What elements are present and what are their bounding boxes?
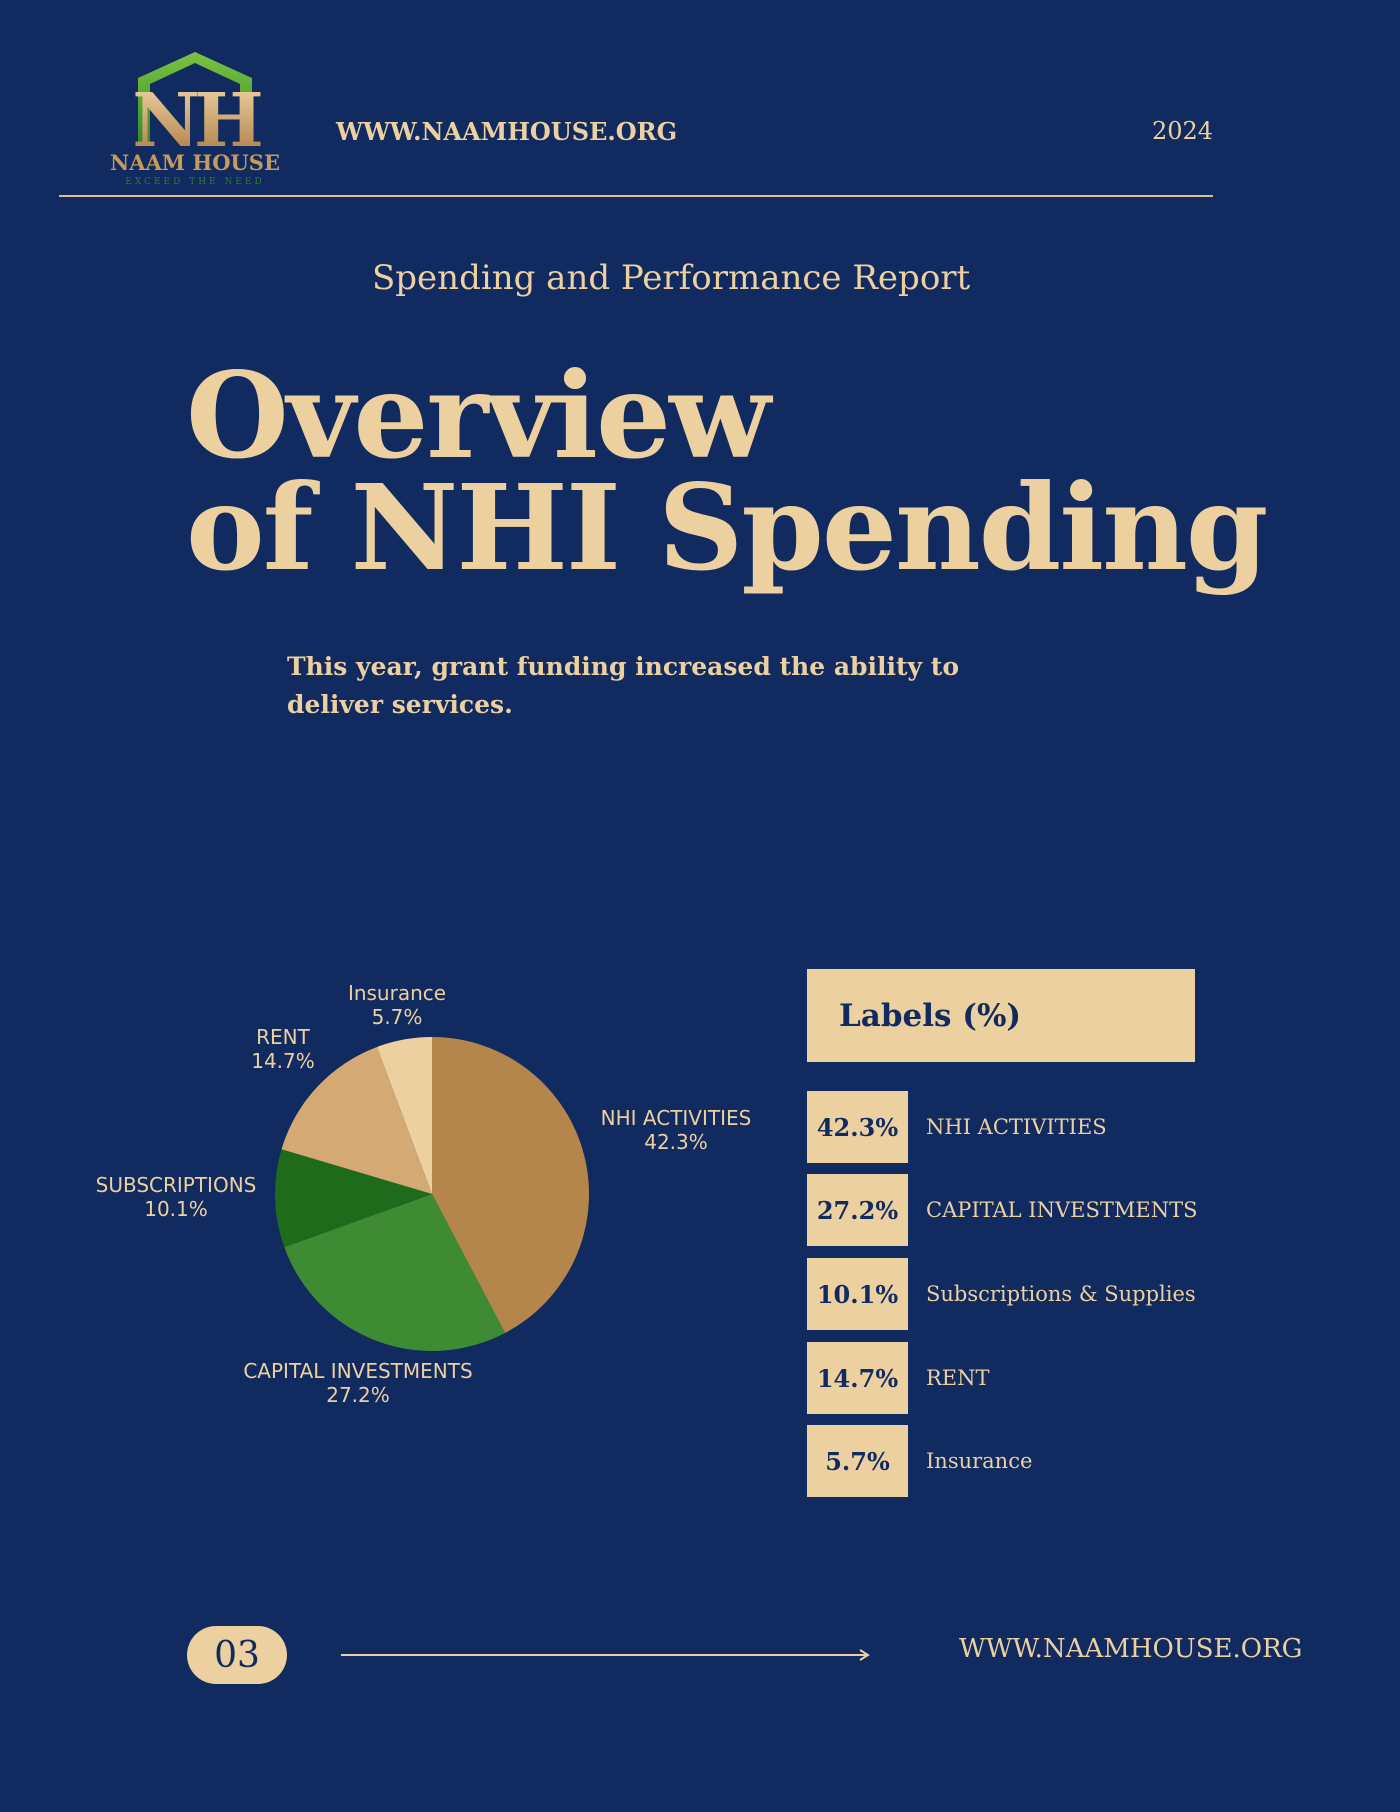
arrow-right-icon (341, 1649, 870, 1661)
pie-slice-subscriptions (275, 1149, 432, 1248)
header-divider (59, 195, 1213, 197)
pie-label: RENT (256, 1025, 310, 1049)
logo: NH NAAM HOUSE EXCEED THE NEED (100, 48, 290, 188)
legend-row: 10.1% Subscriptions & Supplies (807, 1258, 1196, 1330)
legend-value: 27.2% (807, 1174, 908, 1246)
pie-slice-insurance (376, 1037, 432, 1194)
naam-house-logo: NH NAAM HOUSE EXCEED THE NEED (110, 52, 280, 187)
pie-label: Insurance (348, 981, 446, 1005)
report-subtitle: Spending and Performance Report (372, 258, 971, 298)
legend-row: 27.2% CAPITAL INVESTMENTS (807, 1174, 1197, 1246)
pie-value-label: 42.3% (644, 1130, 708, 1154)
legend-label: Insurance (926, 1449, 1033, 1473)
legend-value: 10.1% (807, 1258, 908, 1330)
page-title-line-2: of NHI Spending (186, 458, 1268, 597)
legend-label: Subscriptions & Supplies (926, 1282, 1196, 1306)
legend-row: 42.3% NHI ACTIVITIES (807, 1091, 1107, 1163)
pie-label: CAPITAL INVESTMENTS (243, 1359, 472, 1383)
page-title-line-1: Overview (186, 346, 771, 485)
legend-label: CAPITAL INVESTMENTS (926, 1198, 1198, 1222)
legend-title: Labels (%) (839, 997, 1022, 1034)
legend-value: 14.7% (807, 1342, 908, 1414)
pie-value-label: 27.2% (326, 1383, 390, 1407)
legend-value: 5.7% (807, 1425, 908, 1497)
footer-website-link[interactable]: WWW.NAAMHOUSE.ORG (959, 1634, 1303, 1664)
header-year: 2024 (1152, 117, 1214, 145)
legend-row: 5.7% Insurance (807, 1425, 1032, 1497)
page-number: 03 (187, 1626, 287, 1684)
legend-value: 42.3% (807, 1091, 908, 1163)
pie-value-label: 10.1% (144, 1197, 208, 1221)
legend-label: NHI ACTIVITIES (926, 1115, 1107, 1139)
logo-name: NAAM HOUSE (110, 150, 280, 175)
logo-tagline: EXCEED THE NEED (125, 177, 264, 187)
page-title: Overview of NHI Spending (186, 346, 1268, 597)
pie-slice-nhi-activities (432, 1037, 589, 1333)
legend-header: Labels (%) (807, 969, 1195, 1062)
header-website-link[interactable]: WWW.NAAMHOUSE.ORG (336, 117, 678, 146)
intro-text: This year, grant funding increased the a… (287, 652, 960, 719)
pie-label: NHI ACTIVITIES (601, 1106, 752, 1130)
pie-value-label: 14.7% (251, 1049, 315, 1073)
pie-value-label: 5.7% (372, 1005, 423, 1029)
pie-label: SUBSCRIPTIONS (96, 1173, 257, 1197)
pie-slice-capital-investments (284, 1194, 506, 1351)
house-roof-icon (138, 52, 252, 146)
legend-row: 14.7% RENT (807, 1342, 990, 1414)
pie-slice-rent (281, 1046, 432, 1194)
nh-monogram: NH (132, 78, 261, 164)
legend-label: RENT (926, 1366, 990, 1390)
